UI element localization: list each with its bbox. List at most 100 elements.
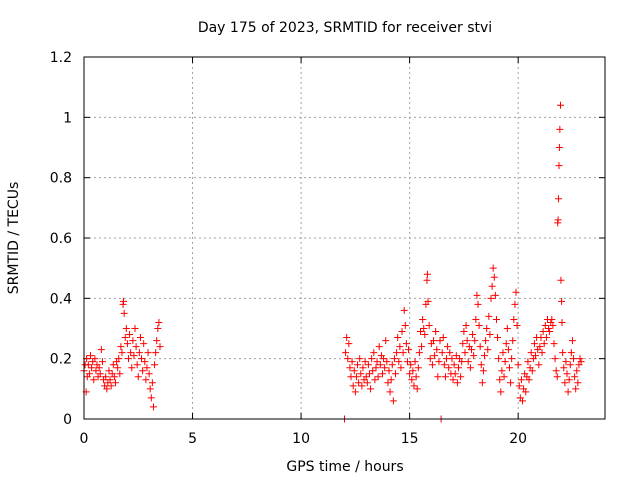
- data-point: [559, 349, 567, 357]
- data-point: [343, 334, 351, 342]
- data-point: [495, 355, 503, 363]
- data-point: [97, 346, 105, 354]
- data-point: [568, 337, 576, 345]
- data-point: [381, 364, 389, 372]
- data-point: [541, 321, 549, 329]
- data-point: [84, 361, 92, 369]
- data-point: [528, 367, 536, 375]
- data-point: [147, 394, 155, 402]
- data-point: [517, 376, 525, 384]
- data-point: [576, 355, 584, 363]
- data-point: [373, 358, 381, 366]
- data-point: [364, 361, 372, 369]
- data-point: [485, 312, 493, 320]
- data-point: [361, 358, 369, 366]
- data-point: [513, 321, 521, 329]
- data-point: [134, 373, 142, 381]
- data-point: [369, 367, 377, 375]
- data-point: [572, 385, 580, 393]
- data-point: [509, 337, 517, 345]
- data-point: [133, 361, 141, 369]
- data-point: [143, 364, 151, 372]
- data-point: [463, 337, 471, 345]
- data-point: [540, 340, 548, 348]
- data-point: [512, 288, 520, 296]
- y-tick-label: 0.2: [50, 352, 72, 368]
- data-point: [566, 361, 574, 369]
- data-point: [553, 373, 561, 381]
- data-point: [488, 282, 496, 290]
- data-point: [423, 276, 431, 284]
- data-point: [152, 349, 160, 357]
- data-point: [126, 331, 134, 339]
- data-point: [153, 337, 161, 345]
- data-point: [130, 352, 138, 360]
- data-point: [129, 337, 137, 345]
- data-point: [452, 352, 460, 360]
- data-point: [367, 385, 375, 393]
- data-point: [550, 340, 558, 348]
- data-point: [103, 385, 111, 393]
- data-point: [357, 370, 365, 378]
- data-point: [499, 349, 507, 357]
- plot-frame: [83, 56, 606, 420]
- data-point: [556, 101, 564, 109]
- data-point: [556, 125, 564, 133]
- data-point: [430, 337, 438, 345]
- data-point: [98, 358, 106, 366]
- data-point: [460, 328, 468, 336]
- y-tick-label: 0.6: [50, 231, 72, 247]
- y-tick-label: 1.2: [50, 50, 72, 66]
- data-point: [564, 388, 572, 396]
- data-point: [439, 334, 447, 342]
- data-point: [405, 346, 413, 354]
- data-point: [358, 382, 366, 390]
- data-point: [155, 318, 163, 326]
- data-point: [362, 373, 370, 381]
- data-point: [476, 343, 484, 351]
- y-tick-label: 0.8: [50, 171, 72, 187]
- data-point: [140, 340, 148, 348]
- data-point: [392, 370, 400, 378]
- data-point: [487, 294, 495, 302]
- data-point: [478, 379, 486, 387]
- data-point: [117, 343, 125, 351]
- data-point: [408, 376, 416, 384]
- data-point: [484, 346, 492, 354]
- data-point: [374, 373, 382, 381]
- data-point: [139, 367, 147, 375]
- data-point: [394, 334, 402, 342]
- data-point: [95, 364, 103, 372]
- data-point: [479, 367, 487, 375]
- data-point: [385, 367, 393, 375]
- data-point: [123, 340, 131, 348]
- data-point: [475, 321, 483, 329]
- data-point: [121, 334, 129, 342]
- data-point: [414, 364, 422, 372]
- data-point: [573, 367, 581, 375]
- chart-title: Day 175 of 2023, SRMTID for receiver stv…: [198, 20, 492, 36]
- data-point: [562, 358, 570, 366]
- data-point: [444, 343, 452, 351]
- data-point: [148, 379, 156, 387]
- data-point: [433, 346, 441, 354]
- data-point: [344, 355, 352, 363]
- data-point: [567, 349, 575, 357]
- data-point: [428, 361, 436, 369]
- data-point: [431, 352, 439, 360]
- data-point: [132, 343, 140, 351]
- data-point: [400, 306, 408, 314]
- data-point: [461, 349, 469, 357]
- data-point: [378, 370, 386, 378]
- data-point: [551, 355, 559, 363]
- data-point: [92, 367, 100, 375]
- data-point: [555, 195, 563, 203]
- data-point: [144, 349, 152, 357]
- x-tick-label: 5: [188, 431, 197, 447]
- data-point: [118, 349, 126, 357]
- data-point: [412, 373, 420, 381]
- data-point: [416, 328, 424, 336]
- data-point: [389, 397, 397, 405]
- data-point: [388, 361, 396, 369]
